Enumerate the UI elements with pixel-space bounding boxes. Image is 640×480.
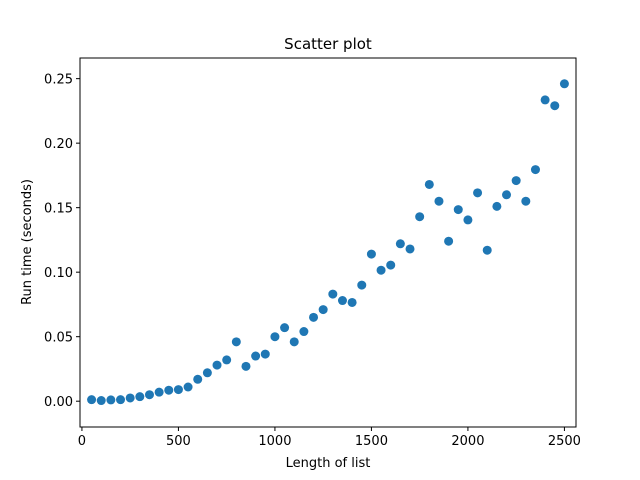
- data-point: [173, 385, 183, 395]
- data-point: [482, 245, 492, 255]
- x-tick-label: 2000: [451, 434, 484, 449]
- data-point: [366, 249, 376, 259]
- data-point: [270, 332, 280, 342]
- data-point: [386, 260, 396, 270]
- data-point: [231, 337, 241, 347]
- data-point: [222, 355, 232, 365]
- data-point: [511, 176, 521, 186]
- data-point: [415, 212, 425, 222]
- y-tick-label: 0.25: [44, 73, 73, 88]
- x-tick-label: 0: [78, 434, 86, 449]
- data-point: [318, 305, 328, 315]
- data-point: [193, 374, 203, 384]
- data-point: [521, 196, 531, 206]
- data-point: [540, 95, 550, 105]
- data-point: [405, 244, 415, 254]
- data-point: [106, 395, 116, 405]
- data-point: [154, 387, 164, 397]
- data-point: [251, 351, 261, 361]
- x-tick-label: 2500: [548, 434, 581, 449]
- data-point: [96, 396, 106, 406]
- data-point: [559, 79, 569, 89]
- x-axis-ticks: 0 500 1000 1500 2000 2500: [78, 427, 581, 449]
- y-tick-label: 0.10: [44, 266, 73, 281]
- chart-title: Scatter plot: [284, 35, 372, 53]
- data-point: [212, 360, 222, 370]
- data-point: [202, 368, 212, 378]
- data-point: [135, 392, 145, 402]
- data-point: [337, 296, 347, 306]
- plot-area-frame: [79, 57, 577, 428]
- data-point: [395, 239, 405, 249]
- data-point: [125, 393, 135, 403]
- y-axis-label: Run time (seconds): [20, 179, 35, 305]
- data-point: [328, 289, 338, 299]
- x-tick-label: 1500: [355, 434, 388, 449]
- data-point: [280, 323, 290, 333]
- data-point: [241, 361, 251, 371]
- data-point: [289, 337, 299, 347]
- data-point: [444, 236, 454, 246]
- x-tick-label: 500: [166, 434, 191, 449]
- data-point: [299, 327, 309, 337]
- data-point: [453, 205, 463, 215]
- points-layer: [87, 79, 569, 406]
- x-axis-label: Length of list: [286, 456, 371, 471]
- y-axis-ticks: 0.00 0.05 0.10 0.15 0.20 0.25: [44, 73, 80, 410]
- data-point: [376, 265, 386, 275]
- data-point: [492, 201, 502, 211]
- data-point: [502, 190, 512, 200]
- data-point: [434, 196, 444, 206]
- data-point: [87, 395, 97, 405]
- y-tick-label: 0.15: [44, 202, 73, 217]
- x-tick-label: 1000: [258, 434, 291, 449]
- data-point: [309, 312, 319, 322]
- data-point: [424, 179, 434, 189]
- y-tick-label: 0.00: [44, 395, 73, 410]
- y-tick-label: 0.20: [44, 137, 73, 152]
- data-point: [463, 215, 473, 225]
- data-point: [530, 165, 540, 175]
- data-point: [164, 385, 174, 395]
- data-point: [347, 297, 357, 307]
- data-point: [183, 382, 193, 392]
- data-point: [357, 280, 367, 290]
- y-tick-label: 0.05: [44, 331, 73, 346]
- data-point: [144, 390, 154, 400]
- data-point: [473, 188, 483, 198]
- data-point: [550, 101, 560, 111]
- data-point: [116, 395, 126, 405]
- data-point: [260, 349, 270, 359]
